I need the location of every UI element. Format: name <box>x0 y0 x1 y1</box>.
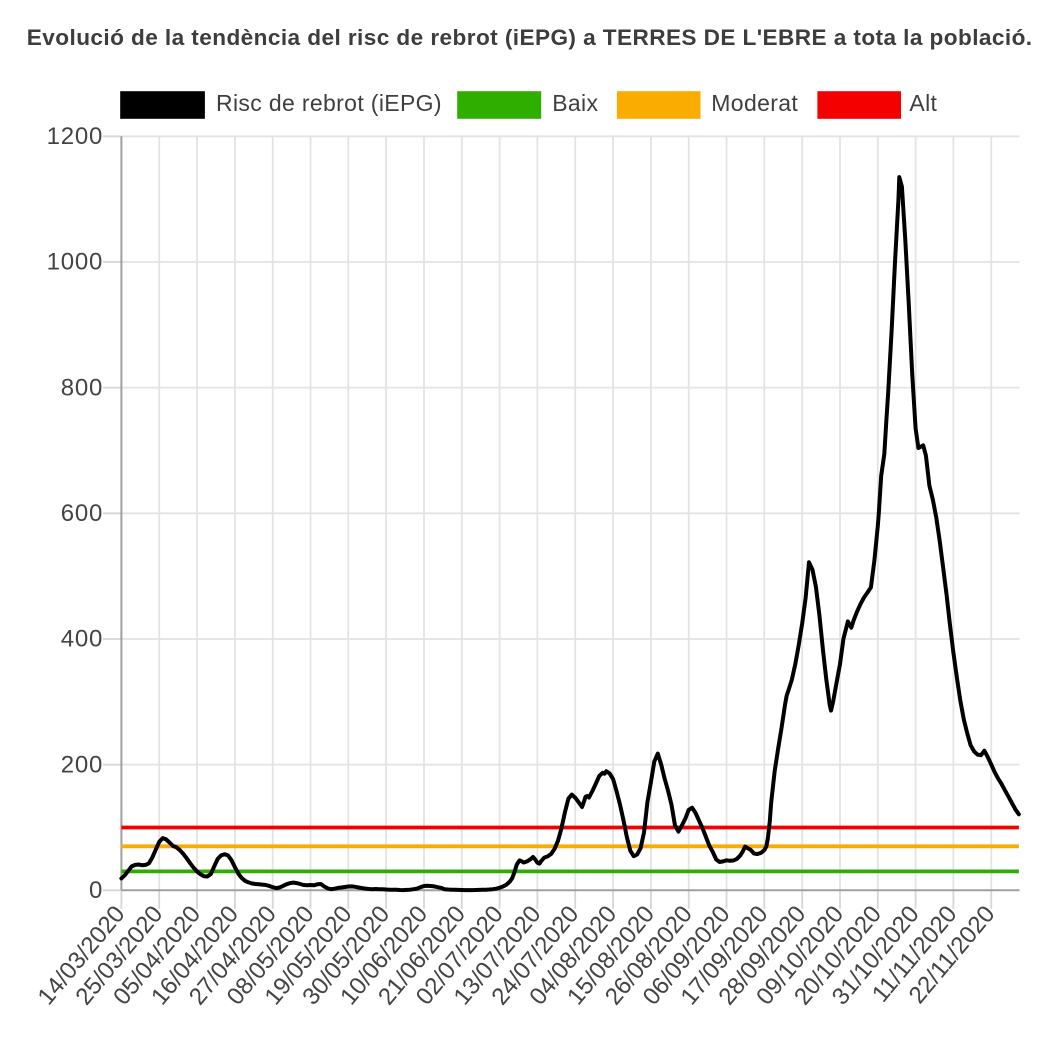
svg-text:Evolució de la tendència del r: Evolució de la tendència del risc de reb… <box>27 25 1033 50</box>
svg-text:Baix: Baix <box>552 90 598 116</box>
svg-text:200: 200 <box>61 751 103 778</box>
svg-text:0: 0 <box>89 877 103 904</box>
svg-text:1000: 1000 <box>47 249 104 276</box>
svg-text:1200: 1200 <box>47 123 104 150</box>
svg-text:Risc de rebrot (iEPG): Risc de rebrot (iEPG) <box>216 90 442 116</box>
svg-text:800: 800 <box>61 374 103 401</box>
svg-text:400: 400 <box>61 626 103 653</box>
svg-text:600: 600 <box>61 500 103 527</box>
svg-text:Moderat: Moderat <box>711 90 798 116</box>
svg-text:Alt: Alt <box>909 90 937 116</box>
